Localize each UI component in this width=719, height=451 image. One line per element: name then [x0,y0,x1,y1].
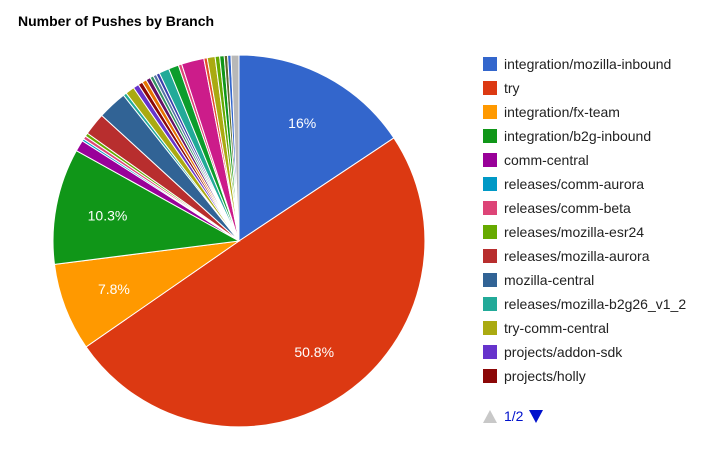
legend-item-releases-mozilla-aurora[interactable]: releases/mozilla-aurora [483,244,686,268]
legend-swatch [483,129,497,143]
legend-label: projects/holly [504,368,586,384]
legend-label: integration/fx-team [504,104,620,120]
legend-swatch [483,81,497,95]
legend-item-releases-comm-beta[interactable]: releases/comm-beta [483,196,686,220]
legend-label: releases/comm-beta [504,200,631,216]
pie-slice-labels: 16% 50.8% 7.8% 10.3% [88,115,334,360]
legend: integration/mozilla-inbound try integratio… [483,52,686,388]
legend-swatch [483,105,497,119]
legend-label: mozilla-central [504,272,595,288]
legend-item-integration-mozilla-inbound[interactable]: integration/mozilla-inbound [483,52,686,76]
legend-label: integration/mozilla-inbound [504,56,672,72]
legend-swatch [483,177,497,191]
legend-label: integration/b2g-inbound [504,128,652,144]
pie-slices [52,54,426,428]
legend-item-try-comm-central[interactable]: try-comm-central [483,316,686,340]
legend-swatch [483,321,497,335]
legend-item-releases-comm-aurora[interactable]: releases/comm-aurora [483,172,686,196]
legend-label: releases/mozilla-esr24 [504,224,645,240]
legend-item-integration-b2g-inbound[interactable]: integration/b2g-inbound [483,124,686,148]
pie-slice-integration-b2g-inbound[interactable] [52,149,241,265]
slice-data-label: 16% [288,115,316,131]
legend-swatch [483,273,497,287]
pager-text: 1/2 [504,408,524,424]
next-page-icon[interactable] [529,409,544,423]
legend-swatch [483,57,497,71]
legend-label: releases/mozilla-b2g26_v1_2 [504,296,687,312]
legend-pager: 1/2 [483,408,544,424]
legend-swatch [483,249,497,263]
legend-item-projects-addon-sdk[interactable]: projects/addon-sdk [483,340,686,364]
legend-swatch [483,153,497,167]
legend-label: try-comm-central [504,320,610,336]
chart-title: Number of Pushes by Branch [18,13,215,29]
previous-page-icon [483,409,497,423]
slice-data-label: 10.3% [88,208,128,224]
legend-label: try [504,80,520,96]
legend-swatch [483,345,497,359]
legend-item-releases-mozilla-esr24[interactable]: releases/mozilla-esr24 [483,220,686,244]
legend-item-mozilla-central[interactable]: mozilla-central [483,268,686,292]
legend-swatch [483,369,497,383]
legend-item-try[interactable]: try [483,76,686,100]
legend-item-comm-central[interactable]: comm-central [483,148,686,172]
pie-slice-try[interactable] [85,137,426,428]
legend-item-releases-mozilla-b2g26-v1-2[interactable]: releases/mozilla-b2g26_v1_2 [483,292,686,316]
legend-label: releases/mozilla-aurora [504,248,650,264]
legend-swatch [483,225,497,239]
pie-slice-integration-mozilla-inbound[interactable] [238,54,395,242]
legend-label: projects/addon-sdk [504,344,623,360]
legend-item-projects-holly[interactable]: projects/holly [483,364,686,388]
slice-data-label: 50.8% [294,344,334,360]
legend-label: comm-central [504,152,589,168]
slice-data-label: 7.8% [98,281,130,297]
legend-label: releases/comm-aurora [504,176,645,192]
legend-swatch [483,201,497,215]
pie-slice-item-30[interactable] [230,54,240,242]
legend-item-integration-fx-team[interactable]: integration/fx-team [483,100,686,124]
legend-swatch [483,297,497,311]
